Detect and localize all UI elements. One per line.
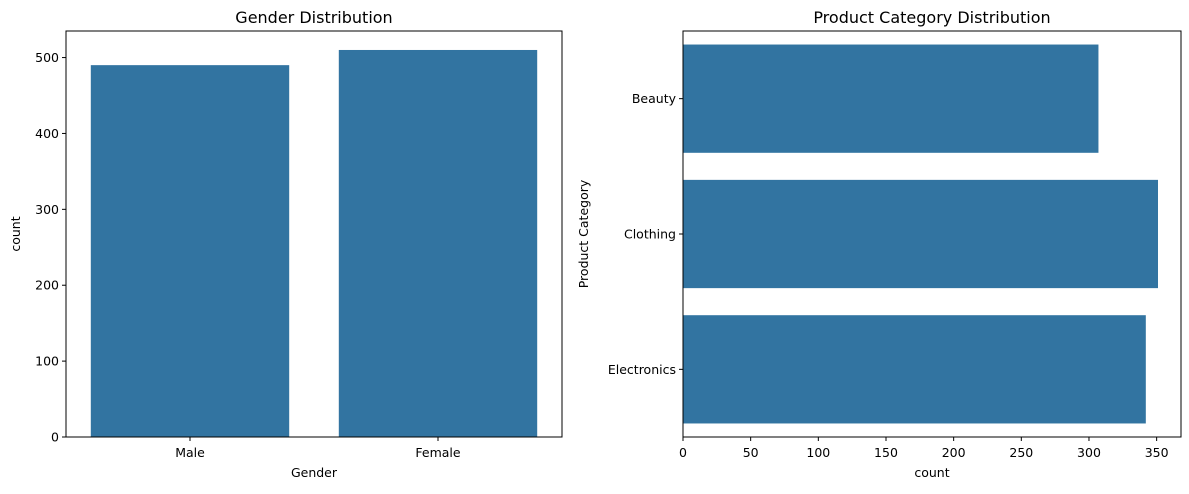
bar-electronics	[683, 315, 1146, 424]
gender-bars	[90, 49, 538, 438]
x-tick-label-0: 0	[679, 445, 687, 460]
y-tick-label-0: 0	[51, 430, 59, 445]
y-tick-label-beauty: Beauty	[632, 91, 677, 106]
gender-chart-title: Gender Distribution	[235, 8, 392, 27]
category-x-axis-label: count	[914, 465, 949, 480]
y-tick-label-electronics: Electronics	[608, 362, 676, 377]
category-y-axis-label: Product Category	[576, 179, 591, 288]
x-tick-label-300: 300	[1077, 445, 1101, 460]
x-tick-label-350: 350	[1145, 445, 1169, 460]
x-tick-label-250: 250	[1009, 445, 1033, 460]
gender-x-ticks: Male Female	[175, 437, 461, 460]
bar-female	[338, 49, 538, 438]
category-x-ticks: 0 50 100 150 200 250 300 350	[679, 437, 1169, 460]
x-tick-label-50: 50	[743, 445, 759, 460]
y-tick-label-400: 400	[35, 126, 59, 141]
bar-male	[90, 65, 290, 437]
x-tick-label-female: Female	[415, 445, 461, 460]
gender-plot-frame	[65, 30, 563, 438]
category-chart-title: Product Category Distribution	[813, 8, 1050, 27]
bar-beauty	[683, 44, 1099, 153]
x-tick-label-male: Male	[175, 445, 205, 460]
category-y-ticks: Beauty Clothing Electronics	[608, 91, 683, 377]
x-tick-label-200: 200	[942, 445, 966, 460]
y-tick-label-300: 300	[35, 202, 59, 217]
y-tick-label-500: 500	[35, 50, 59, 65]
x-tick-label-100: 100	[806, 445, 830, 460]
gender-chart: Gender Distribution 0 100 200 300 400 500 Mal…	[8, 8, 563, 480]
y-tick-label-clothing: Clothing	[624, 227, 676, 242]
y-tick-label-200: 200	[35, 278, 59, 293]
bar-clothing	[683, 179, 1158, 289]
category-bars	[683, 44, 1158, 424]
gender-y-axis-label: count	[8, 216, 23, 251]
category-chart: Product Category Distribution Beauty Clot…	[576, 8, 1182, 480]
x-tick-label-150: 150	[874, 445, 898, 460]
y-tick-label-100: 100	[35, 354, 59, 369]
gender-y-ticks: 0 100 200 300 400 500	[35, 50, 66, 445]
gender-x-axis-label: Gender	[291, 465, 338, 480]
